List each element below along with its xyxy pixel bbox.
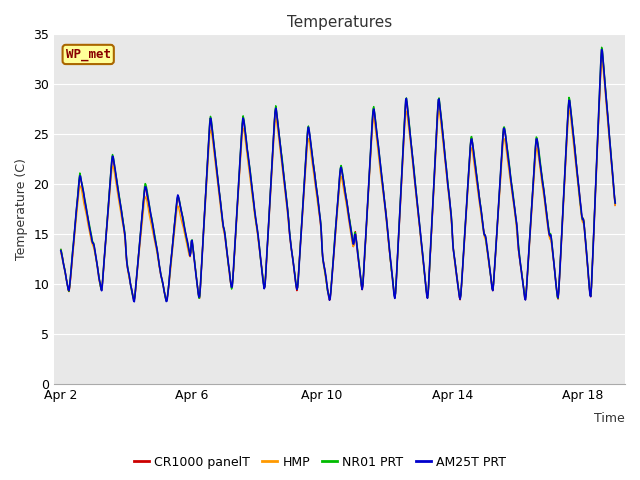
Y-axis label: Temperature (C): Temperature (C) xyxy=(15,158,28,260)
Title: Temperatures: Temperatures xyxy=(287,15,392,30)
Text: Time: Time xyxy=(595,412,625,425)
Text: WP_met: WP_met xyxy=(66,48,111,61)
Legend: CR1000 panelT, HMP, NR01 PRT, AM25T PRT: CR1000 panelT, HMP, NR01 PRT, AM25T PRT xyxy=(129,451,511,474)
